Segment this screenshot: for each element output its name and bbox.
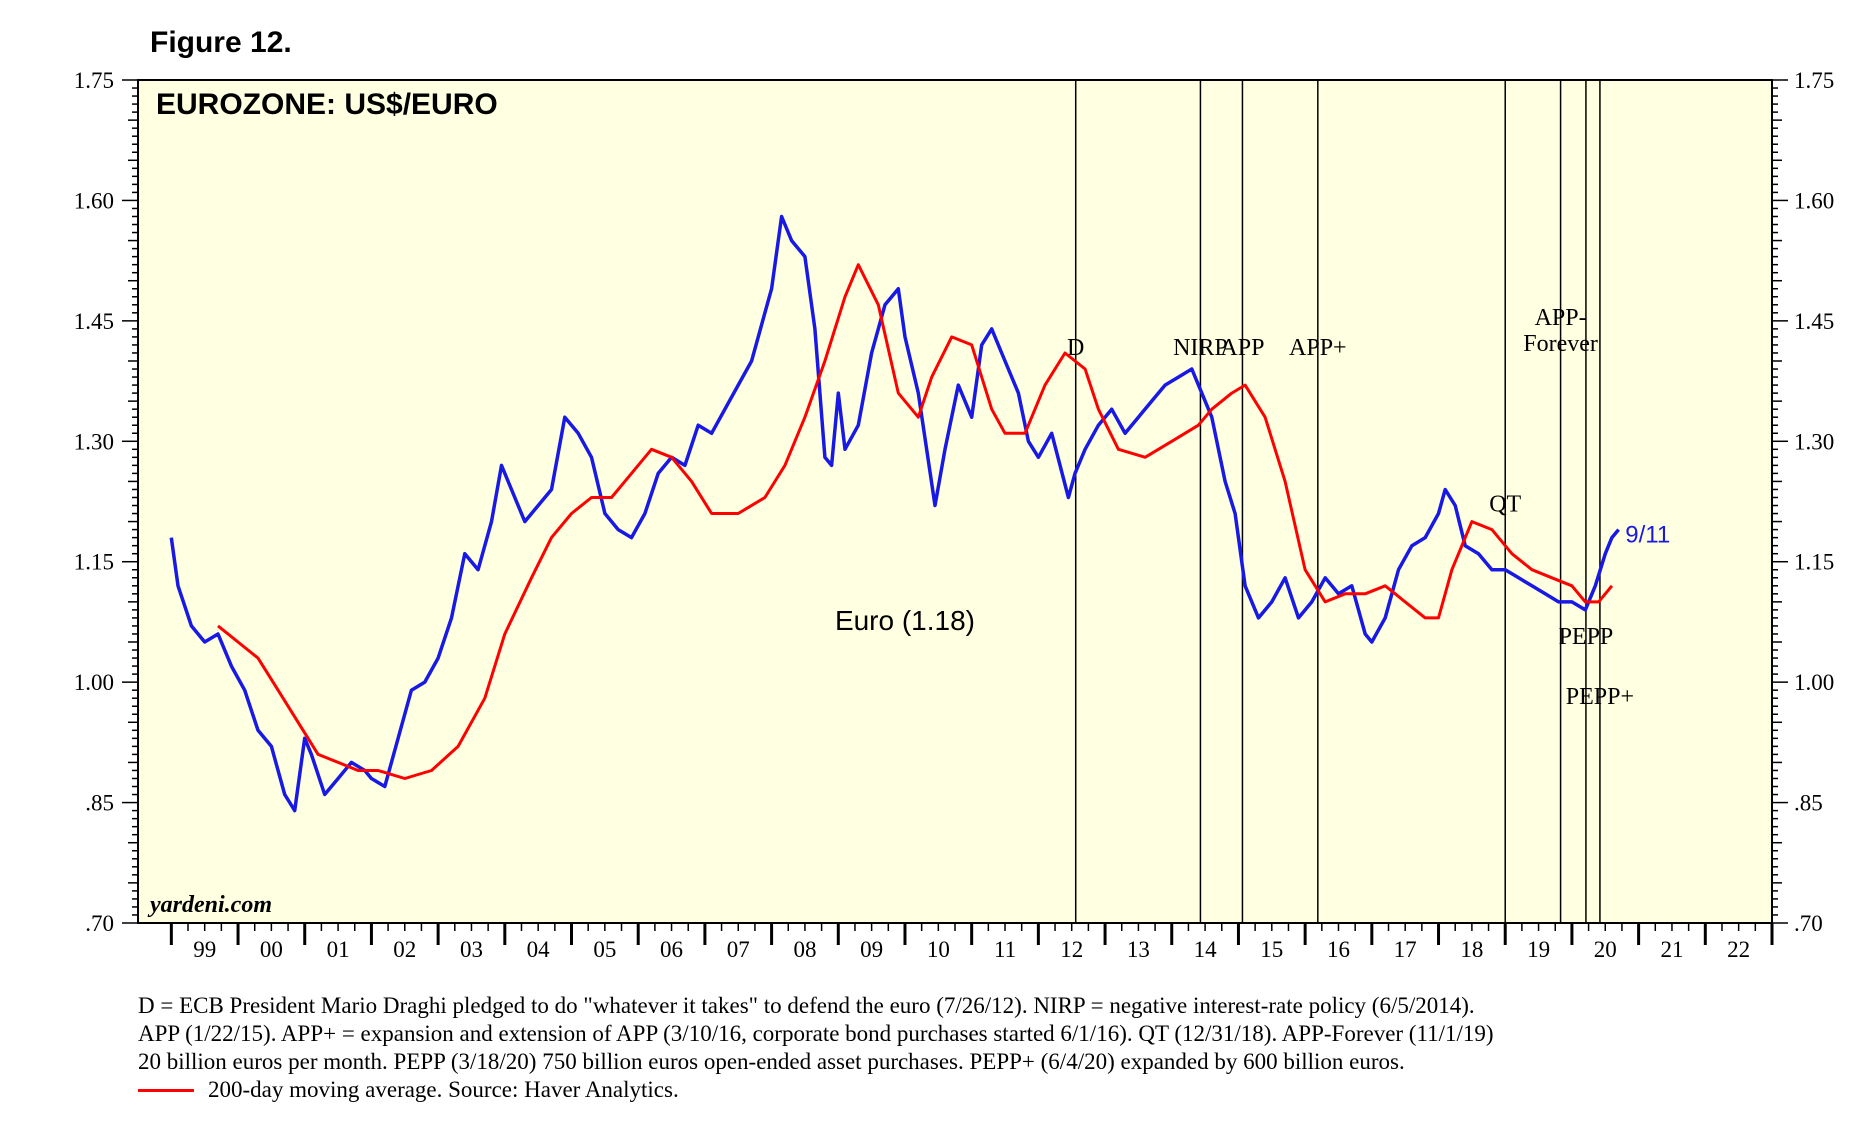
event-label: NIRP (1173, 335, 1228, 361)
event-label: PEPP (1559, 624, 1614, 650)
event-label: PEPP+ (1566, 684, 1634, 710)
x-tick-label: 07 (727, 937, 750, 962)
event-label-line: APP- (1535, 305, 1587, 331)
y-tick-label-right: .85 (1794, 791, 1823, 816)
x-tick-label: 19 (1527, 937, 1550, 962)
event-label: QT (1489, 492, 1521, 518)
y-tick-label-left: 1.60 (74, 188, 114, 213)
x-tick-label: 14 (1194, 937, 1218, 962)
y-tick-label-left: 1.30 (74, 429, 114, 454)
x-tick-label: 20 (1594, 937, 1617, 962)
x-tick-label: 11 (994, 937, 1016, 962)
y-tick-label-left: 1.75 (74, 68, 114, 93)
annotation-layer: Euro (1.18) 9/11 (835, 521, 1670, 636)
x-tick-label: 03 (460, 937, 483, 962)
series-line-moving-average (217, 263, 1614, 780)
x-tick-label: 05 (593, 937, 616, 962)
y-tick-label-left: 1.00 (74, 670, 114, 695)
footnote-line: 20 billion euros per month. PEPP (3/18/2… (138, 1049, 1405, 1074)
event-label: D (1067, 335, 1084, 361)
x-tick-label: 21 (1660, 937, 1683, 962)
legend-text: 200-day moving average. Source: Haver An… (208, 1077, 679, 1102)
y-tick-label-right: 1.00 (1794, 670, 1834, 695)
x-tick-label: 17 (1394, 937, 1417, 962)
y-tick-label-right: 1.75 (1794, 68, 1834, 93)
event-label: APP (1220, 335, 1264, 361)
y-tick-label-right: 1.15 (1794, 550, 1834, 575)
x-tick-label: 08 (793, 937, 816, 962)
event-label-line: Forever (1523, 331, 1598, 357)
footnote: D = ECB President Mario Draghi pledged t… (138, 992, 1738, 1104)
y-tick-label-right: 1.30 (1794, 429, 1834, 454)
x-tick-label: 22 (1727, 937, 1750, 962)
x-tick-label: 18 (1460, 937, 1483, 962)
x-tick-label: 12 (1060, 937, 1083, 962)
y-tick-label-left: 1.45 (74, 309, 114, 334)
x-axis: 99 00 01 02 03 04 05 06 07 08 09 10 11 12 13 14 15 16 17 18… (169, 923, 1774, 962)
x-tick-label: 99 (193, 937, 216, 962)
chart-title: EUROZONE: US$/EURO (156, 88, 498, 121)
legend-swatch-red-line (138, 1088, 194, 1092)
x-tick-label: 02 (393, 937, 416, 962)
x-tick-label: 06 (660, 937, 683, 962)
x-tick-label: 09 (860, 937, 883, 962)
x-tick-label: 15 (1260, 937, 1283, 962)
x-tick-label: 01 (327, 937, 350, 962)
chart-svg: EUROZONE: US$/EURO yardeni.com .70 .70 .85… (74, 68, 1835, 962)
series-label: Euro (1.18) (835, 605, 975, 636)
figure-label: Figure 12. (150, 26, 292, 59)
x-tick-label: 00 (260, 937, 283, 962)
series-line-euro (169, 214, 1620, 813)
x-tick-label: 04 (527, 937, 551, 962)
x-tick-label: 10 (927, 937, 950, 962)
series-layer (169, 214, 1620, 813)
y-tick-label-left: .85 (85, 791, 114, 816)
footnote-line: D = ECB President Mario Draghi pledged t… (138, 993, 1475, 1018)
x-tick-label: 13 (1127, 937, 1150, 962)
legend-entry-moving-average: 200-day moving average. Source: Haver An… (138, 1076, 1738, 1104)
y-tick-label-right: 1.60 (1794, 188, 1834, 213)
watermark: yardeni.com (147, 892, 272, 918)
y-tick-label-left: 1.15 (74, 550, 114, 575)
x-tick-label: 16 (1327, 937, 1350, 962)
y-tick-label-left: .70 (85, 911, 114, 936)
y-axes: .70 .70 .85 .85 1.00 1.00 1.15 1.15 1.30 1.30 1.45… (74, 68, 1835, 936)
event-label: APP+ (1289, 335, 1347, 361)
latest-date-label: 9/11 (1625, 521, 1670, 548)
y-tick-label-right: 1.45 (1794, 309, 1834, 334)
y-tick-label-right: .70 (1794, 911, 1823, 936)
footnote-line: APP (1/22/15). APP+ = expansion and exte… (138, 1021, 1494, 1046)
plot-background (137, 79, 1773, 924)
